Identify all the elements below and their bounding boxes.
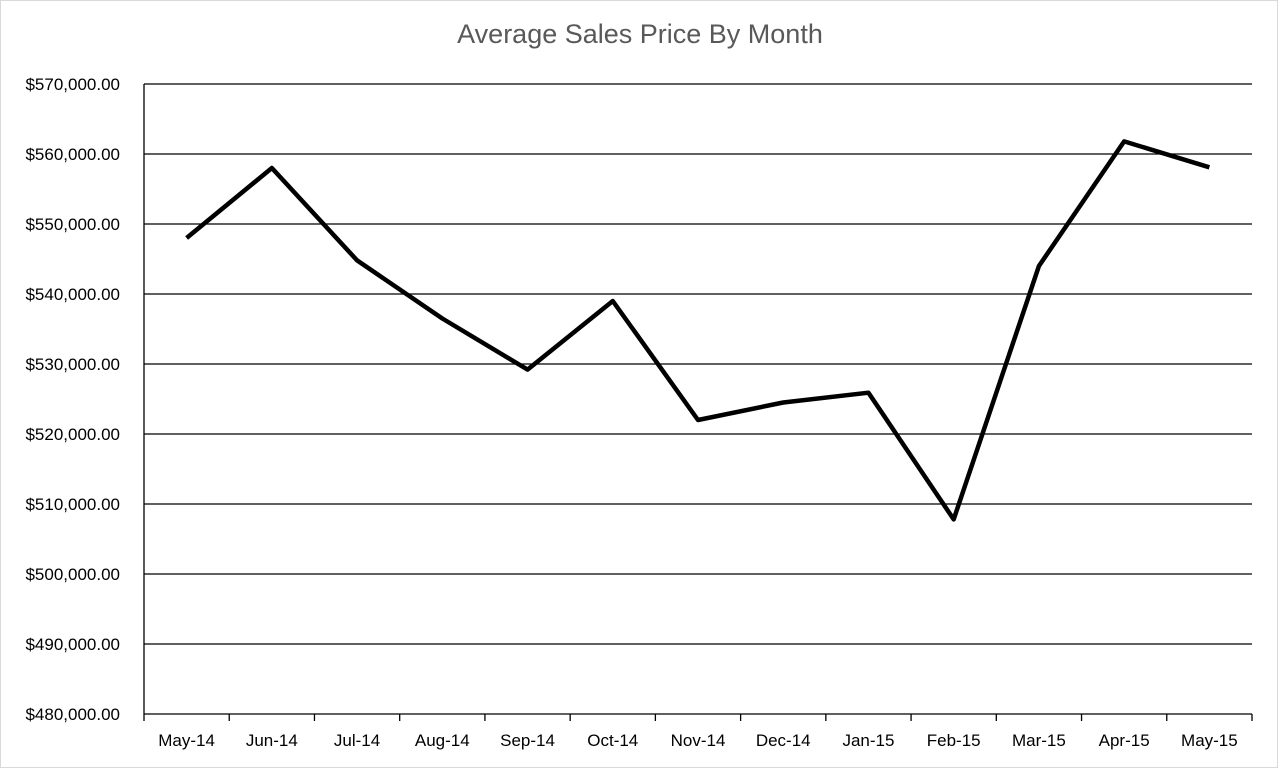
y-tick-label: $500,000.00 bbox=[25, 565, 120, 584]
y-tick-label: $480,000.00 bbox=[25, 705, 120, 724]
x-tick-label: Mar-15 bbox=[1012, 731, 1066, 750]
x-tick-label: Jan-15 bbox=[842, 731, 894, 750]
y-tick-label: $490,000.00 bbox=[25, 635, 120, 654]
x-tick-label: Jul-14 bbox=[334, 731, 380, 750]
y-tick-label: $510,000.00 bbox=[25, 495, 120, 514]
x-tick-label: Dec-14 bbox=[756, 731, 811, 750]
y-tick-label: $520,000.00 bbox=[25, 425, 120, 444]
y-tick-label: $530,000.00 bbox=[25, 355, 120, 374]
x-tick-label: Apr-15 bbox=[1099, 731, 1150, 750]
y-tick-label: $560,000.00 bbox=[25, 145, 120, 164]
x-tick-label: Jun-14 bbox=[246, 731, 298, 750]
y-tick-label: $570,000.00 bbox=[25, 75, 120, 94]
x-tick-label: Feb-15 bbox=[927, 731, 981, 750]
x-tick-label: May-15 bbox=[1181, 731, 1238, 750]
x-tick-label: Nov-14 bbox=[671, 731, 726, 750]
series-line bbox=[185, 139, 1211, 522]
y-tick-label: $540,000.00 bbox=[25, 285, 120, 304]
chart-title: Average Sales Price By Month bbox=[457, 19, 823, 49]
x-tick-label: Sep-14 bbox=[500, 731, 555, 750]
x-tick-label: Oct-14 bbox=[587, 731, 638, 750]
x-tick-label: Aug-14 bbox=[415, 731, 470, 750]
x-tick-label: May-14 bbox=[158, 731, 215, 750]
y-tick-label: $550,000.00 bbox=[25, 215, 120, 234]
